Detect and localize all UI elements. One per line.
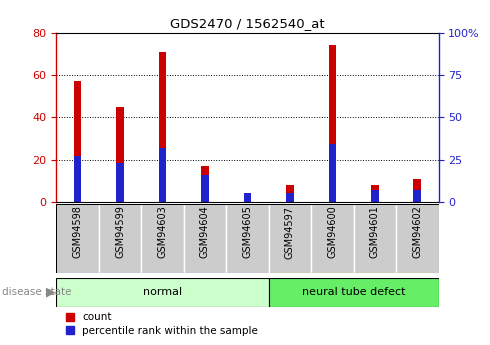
Bar: [201, 166, 209, 202]
Bar: [371, 190, 379, 202]
Bar: [116, 107, 124, 202]
Text: GSM94600: GSM94600: [327, 206, 338, 258]
Text: GSM94605: GSM94605: [243, 206, 252, 258]
Text: ▶: ▶: [46, 286, 55, 299]
Bar: [244, 193, 251, 202]
Bar: [159, 52, 166, 202]
Bar: [311, 204, 354, 273]
Bar: [414, 179, 421, 202]
Text: GSM94602: GSM94602: [412, 206, 422, 258]
Bar: [354, 204, 396, 273]
Bar: [329, 46, 336, 202]
Bar: [226, 204, 269, 273]
Bar: [74, 156, 81, 202]
Text: disease state: disease state: [2, 287, 72, 297]
Text: neural tube defect: neural tube defect: [302, 287, 405, 297]
Text: GSM94597: GSM94597: [285, 206, 295, 259]
Bar: [141, 204, 184, 273]
Text: normal: normal: [143, 287, 182, 297]
Bar: [329, 144, 336, 202]
Bar: [269, 278, 439, 307]
Bar: [269, 204, 311, 273]
Bar: [99, 204, 141, 273]
Bar: [74, 81, 81, 202]
Bar: [286, 185, 294, 202]
Bar: [286, 193, 294, 202]
Bar: [184, 204, 226, 273]
Bar: [56, 204, 99, 273]
Text: GSM94603: GSM94603: [157, 206, 168, 258]
Legend: count, percentile rank within the sample: count, percentile rank within the sample: [62, 308, 263, 340]
Bar: [201, 175, 209, 202]
Text: GSM94601: GSM94601: [370, 206, 380, 258]
Bar: [414, 190, 421, 202]
Bar: [159, 148, 166, 202]
Bar: [116, 163, 124, 202]
Bar: [396, 204, 439, 273]
Text: GSM94604: GSM94604: [200, 206, 210, 258]
Bar: [244, 200, 251, 202]
Bar: [371, 185, 379, 202]
Text: GSM94599: GSM94599: [115, 206, 125, 258]
Title: GDS2470 / 1562540_at: GDS2470 / 1562540_at: [170, 17, 325, 30]
Text: GSM94598: GSM94598: [73, 206, 83, 258]
Bar: [56, 278, 269, 307]
